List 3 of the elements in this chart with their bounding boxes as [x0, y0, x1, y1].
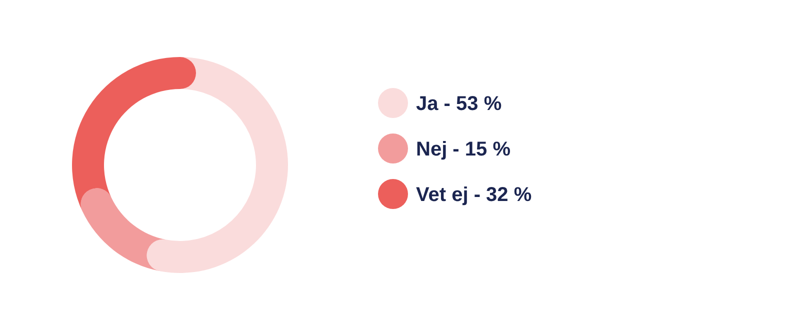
legend-label: Vet ej - 32 %: [416, 184, 532, 206]
legend-label: Nej - 15 %: [416, 138, 511, 160]
legend-label: Ja - 53 %: [416, 93, 502, 115]
